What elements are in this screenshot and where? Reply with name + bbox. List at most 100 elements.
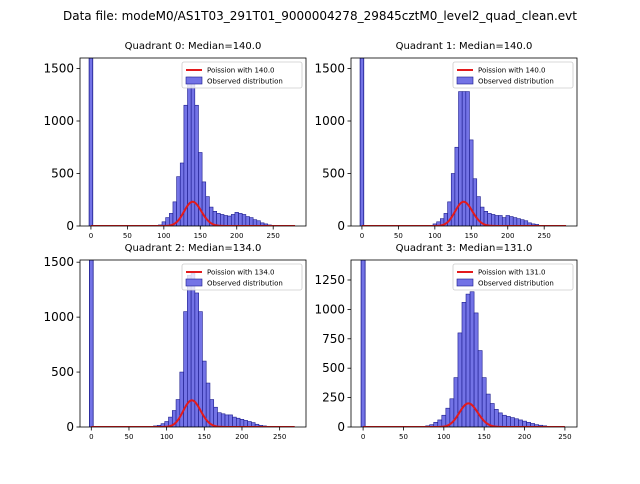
quadrant-1-ytick-label-1500: 1500 [314,62,345,76]
quadrant-3-frame [350,259,578,428]
quadrant-0-bar-11 [198,152,203,226]
quadrant-2-bar-24 [239,419,245,427]
quadrant-0-ytick-label-0: 0 [66,219,74,233]
quadrant-2-ytick-label-500: 500 [51,365,74,379]
quadrant-0-title: Quadrant 0: Median=140.0 [125,41,262,52]
quadrant-3-legend-label-poisson: Poission with 131.0 [478,269,546,277]
quadrant-0-bar-16 [216,213,221,226]
quadrant-0-bar-23 [241,214,247,226]
quadrant-0-xtick-label-150: 150 [194,232,207,240]
quadrant-0-bar-20 [230,214,236,226]
quadrant-1-xtick-label-50: 50 [394,232,403,240]
quadrant-1-frame [350,57,578,227]
quadrant-0-legend-label-observed: Observed distribution [207,78,283,86]
quadrant-0-bar-10 [194,104,199,226]
quadrant-1-xtick-label-0: 0 [360,232,364,240]
quadrant-1-bar-17 [494,215,499,226]
quadrant-2-xtick-label-50: 50 [125,433,134,441]
quadrant-2-title: Quadrant 2: Median=134.0 [125,243,262,254]
quadrant-1-ytick-label-0: 0 [337,219,345,233]
quadrant-2-ytick-label-1500: 1500 [43,255,74,269]
quadrant-3-ytick-label-1000: 1000 [314,302,345,316]
quadrant-1-xtick-label-200: 200 [501,232,514,240]
quadrant-2-bar-19 [220,413,226,427]
quadrant-2-bar-21 [228,414,233,427]
quadrant-1-bar-16 [491,214,496,226]
quadrant-2-bar-20 [224,414,230,427]
quadrant-0-frame [79,57,307,227]
quadrant-3-ytick-label-0: 0 [337,420,345,434]
quadrant-3-xtick-label-200: 200 [518,433,531,441]
quadrant-1-bar-6 [454,146,459,226]
quadrant-2-legend-label-poisson: Poission with 134.0 [207,269,275,277]
quadrant-0-legend: Poission with 140.0 Observed distribution [181,61,303,89]
quadrant-0-bar-17 [220,214,225,226]
quadrant-1-ytick-label-500: 500 [322,167,345,181]
quadrant-0-legend-label-poisson: Poission with 140.0 [207,67,275,75]
quadrant-3-bar-21 [510,417,515,427]
quadrant-0-bar-spike [88,58,94,226]
quadrant-1-bar-20 [505,215,510,226]
quadrant-0-axes: 0 50 100 150 200 250 0 500 1000 1500 Quadrant 0: M… [43,41,307,240]
quadrant-0-xtick-label-200: 200 [230,232,243,240]
quadrant-2-bar-22 [232,416,237,427]
quadrant-3-bar-18 [498,412,503,427]
quadrant-3-bar-23 [518,419,523,427]
quadrant-2-plot-area [89,260,295,427]
quadrant-2-ytick-label-1000: 1000 [43,310,74,324]
quadrant-2-legend: Poission with 134.0 Observed distribution [181,263,303,291]
quadrant-2-bar-18 [217,412,222,427]
quadrant-0-xtick-label-100: 100 [157,232,170,240]
quadrant-1-bar-8 [461,91,467,226]
quadrant-0-bar-21 [234,212,239,226]
quadrant-2-frame [79,259,307,428]
quadrant-0-ytick-label-500: 500 [51,167,74,181]
quadrant-0-bar-25 [249,217,254,226]
quadrant-3-bar-19 [502,414,507,427]
quadrant-2-xtick-label-0: 0 [89,433,93,441]
quadrant-3-xtick-label-150: 150 [477,433,490,441]
quadrant-1-bar-19 [501,217,507,226]
quadrant-3-bar-10 [465,293,471,427]
quadrant-0-legend-bar-swatch [185,76,203,85]
quadrant-3-legend-box [452,263,574,291]
quadrant-0-xtick-label-50: 50 [123,232,132,240]
quadrant-1-plot-area [359,58,567,226]
quadrant-2-xtick-label-150: 150 [198,433,211,441]
quadrant-3-legend-bar-swatch [456,278,474,287]
quadrant-3-ytick-label-750: 750 [322,332,345,346]
quadrant-1-legend-label-poisson: Poission with 140.0 [478,67,546,75]
quadrant-1-bar-18 [498,215,503,226]
quadrant-1-legend-bar-swatch [456,76,474,85]
quadrant-2-legend-bar-swatch [185,278,203,287]
quadrant-1-axes: 0 50 100 150 200 250 0 500 1000 1500 Quadrant 1: M… [314,41,578,240]
quadrant-1-bar-21 [509,216,514,226]
quadrant-0-bar-22 [238,213,243,226]
quadrant-3-legend-label-observed: Observed distribution [478,280,554,288]
quadrant-1-legend-label-observed: Observed distribution [478,78,554,86]
quadrant-1-bar-22 [512,217,518,226]
quadrant-0-bar-18 [223,215,228,226]
quadrant-1-bar-23 [516,218,521,226]
quadrant-2-bar-23 [236,417,241,427]
quadrant-1-ytick-label-1000: 1000 [314,114,345,128]
quadrant-0-bar-24 [245,216,250,226]
quadrant-0-bar-9 [190,80,196,226]
quadrant-3-bar-spike [360,260,366,427]
quadrant-1-title: Quadrant 1: Median=140.0 [396,41,533,52]
quadrant-1-legend-box [452,61,574,89]
quadrant-0-legend-box [181,61,303,89]
quadrant-3-bar-16 [489,403,495,427]
quadrant-2-xtick-label-250: 250 [273,433,286,441]
quadrant-0-ytick-label-1000: 1000 [43,114,74,128]
quadrant-2-xtick-label-200: 200 [235,433,248,441]
quadrant-2-axes: 0 50 100 150 200 250 0 500 1000 1500 Quadrant 2: M… [43,243,307,441]
quadrant-0-bar-19 [227,215,232,226]
quadrant-3-ytick-label-500: 500 [322,361,345,375]
quadrant-3-bar-15 [485,393,491,427]
quadrant-1-xtick-label-100: 100 [428,232,441,240]
quadrant-2-bar-spike [89,260,94,427]
quadrant-0-ytick-label-1500: 1500 [43,62,74,76]
quadrant-0-bar-12 [201,181,207,226]
